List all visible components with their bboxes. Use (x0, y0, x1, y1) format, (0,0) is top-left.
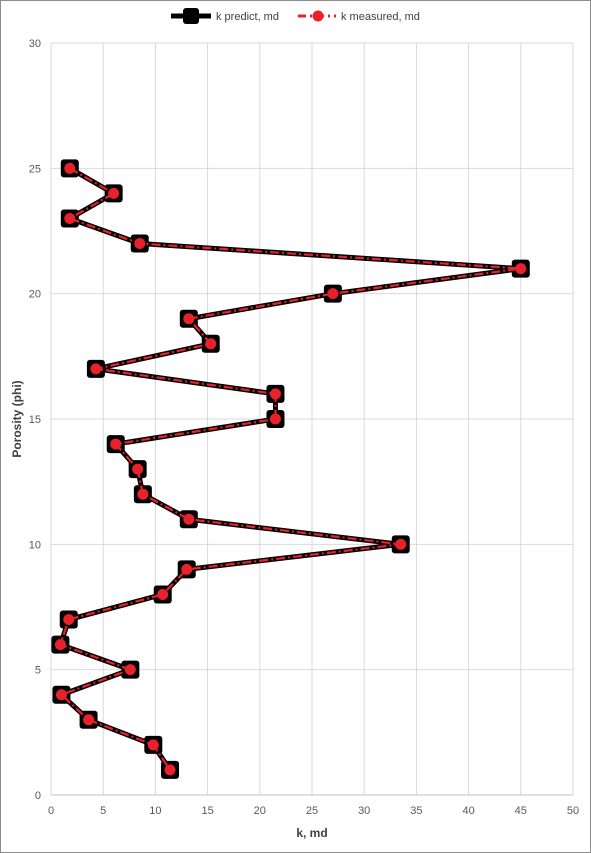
data-point-k-measured (124, 664, 136, 676)
x-tick-label: 25 (306, 805, 318, 817)
y-tick-label: 10 (29, 539, 41, 551)
data-point-k-measured (269, 388, 281, 400)
data-point-k-measured (205, 338, 217, 350)
data-point-k-measured (64, 162, 76, 174)
data-point-k-measured (269, 413, 281, 425)
data-point-k-measured (183, 313, 195, 325)
x-tick-label: 0 (48, 805, 54, 817)
y-tick-label: 5 (35, 665, 41, 677)
data-point-k-measured (54, 639, 66, 651)
data-point-k-measured (108, 187, 120, 199)
y-axis-title: Porosity (phi) (10, 380, 24, 457)
x-tick-label: 45 (515, 805, 527, 817)
series-layer (51, 159, 530, 779)
legend-swatch-marker-k-predict (183, 8, 199, 24)
data-point-k-measured (395, 538, 407, 550)
data-point-k-measured (132, 463, 144, 475)
data-point-k-measured (137, 488, 149, 500)
x-tick-label: 50 (567, 805, 579, 817)
legend-label-k-measured: k measured, md (341, 11, 420, 23)
grid (50, 42, 574, 796)
data-point-k-measured (515, 263, 527, 275)
y-tick-label: 30 (29, 38, 41, 50)
data-point-k-measured (90, 363, 102, 375)
data-point-k-measured (83, 714, 95, 726)
axes: 0 5 10 15 20 25 30 35 40 45 50 0 5 10 15 20 25 30 (29, 38, 579, 817)
data-point-k-measured (164, 764, 176, 776)
x-tick-label: 5 (100, 805, 106, 817)
data-point-k-measured (110, 438, 122, 450)
x-tick-label: 35 (410, 805, 422, 817)
x-axis-title: k, md (296, 826, 327, 840)
data-point-k-measured (327, 288, 339, 300)
x-tick-label: 10 (149, 805, 161, 817)
legend-label-k-predict: k predict, md (216, 11, 279, 23)
y-tick-label: 15 (29, 414, 41, 426)
x-tick-label: 15 (201, 805, 213, 817)
data-point-k-measured (183, 513, 195, 525)
data-point-k-measured (147, 739, 159, 751)
data-point-k-measured (64, 212, 76, 224)
x-tick-label: 40 (462, 805, 474, 817)
data-point-k-measured (157, 588, 169, 600)
legend: k predict, md k measured, md (171, 8, 420, 24)
legend-swatch-marker-k-measured (312, 10, 324, 22)
data-point-k-measured (63, 614, 75, 626)
y-tick-label: 20 (29, 289, 41, 301)
y-tick-label: 0 (35, 790, 41, 802)
y-tick-label: 25 (29, 163, 41, 175)
data-point-k-measured (134, 238, 146, 250)
data-point-k-measured (181, 563, 193, 575)
x-tick-label: 30 (358, 805, 370, 817)
x-tick-label: 20 (254, 805, 266, 817)
data-point-k-measured (55, 689, 67, 701)
